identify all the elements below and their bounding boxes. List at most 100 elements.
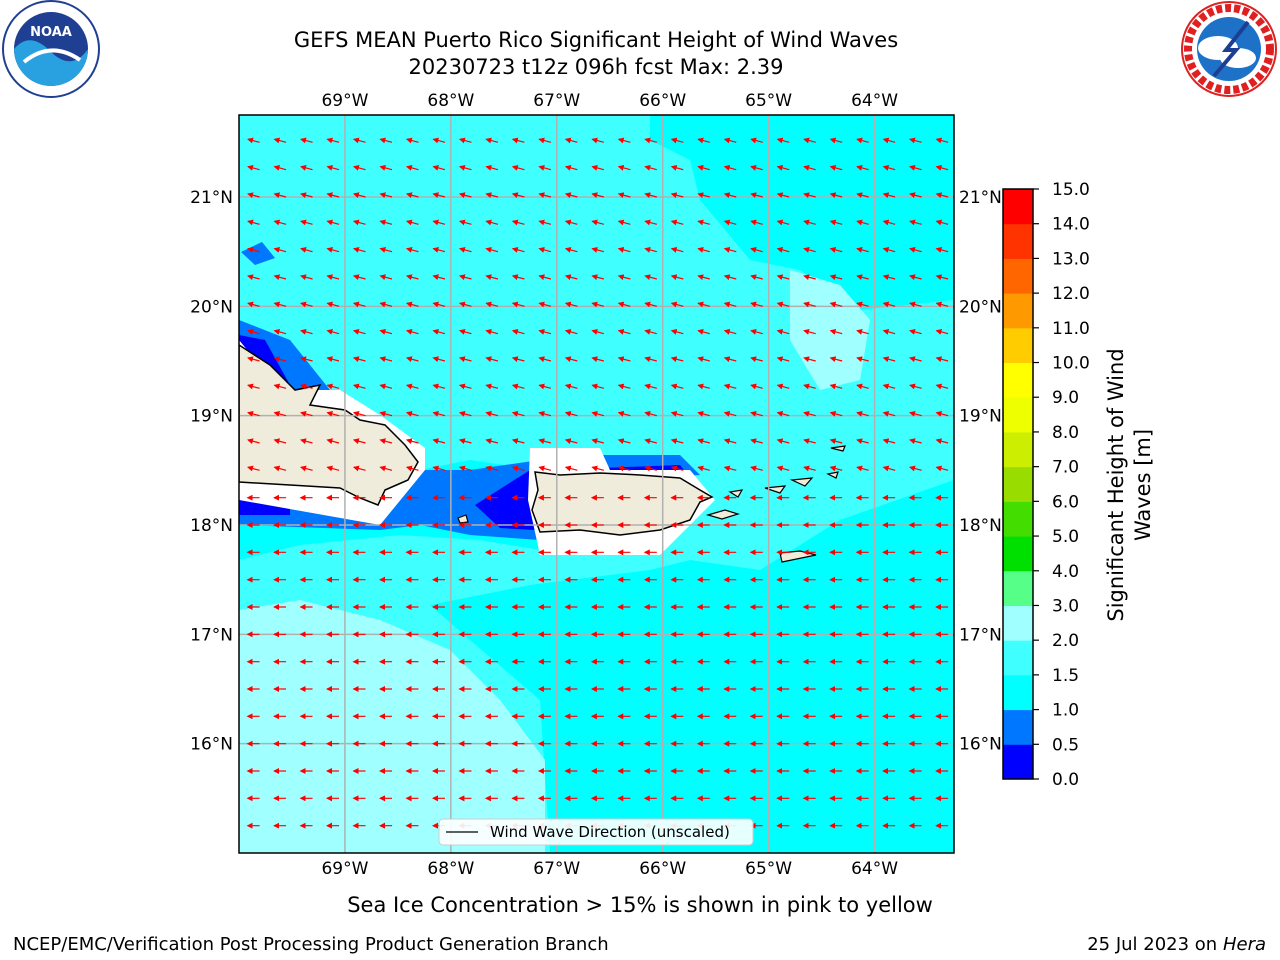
wave-direction-arrow: [723, 219, 737, 226]
wave-direction-arrow: [591, 219, 605, 226]
wave-direction-arrow: [644, 438, 657, 445]
wave-direction-arrow: [326, 438, 340, 445]
wave-direction-arrow: [326, 383, 340, 390]
wave-direction-arrow: [882, 410, 896, 417]
wave-direction-arrow: [750, 438, 763, 445]
wind-wave-arrows: [246, 137, 949, 829]
wave-direction-arrow: [856, 383, 869, 390]
wave-direction-arrow: [247, 383, 260, 390]
wave-direction-arrow: [750, 246, 763, 253]
wave-direction-arrow: [829, 438, 843, 445]
wave-direction-arrow: [405, 410, 419, 417]
wave-direction-arrow: [644, 219, 657, 226]
wave-direction-arrow: [909, 438, 922, 445]
wave-direction-arrow: [511, 410, 525, 417]
wave-direction-arrow: [405, 164, 419, 171]
wave-direction-arrow: [352, 192, 366, 199]
wave-direction-arrow: [697, 246, 710, 253]
wave-direction-arrow: [538, 164, 552, 171]
lat-tick-left: 16°N: [190, 735, 233, 755]
wave-direction-arrow: [405, 301, 419, 308]
wave-direction-arrow: [485, 192, 499, 199]
wave-direction-arrow: [697, 438, 710, 445]
wave-direction-arrow: [300, 301, 313, 308]
wave-direction-arrow: [300, 383, 313, 390]
land-puerto-rico: [531, 471, 714, 536]
wave-direction-arrow: [352, 219, 366, 226]
wave-direction-arrow: [538, 301, 552, 308]
wave-direction-arrow: [352, 383, 366, 390]
wave-direction-arrow: [882, 192, 896, 199]
wave-direction-arrow: [432, 192, 446, 199]
wave-direction-arrow: [511, 465, 525, 472]
wave-direction-arrow: [300, 274, 313, 281]
wave-direction-arrow: [829, 383, 843, 390]
wave-direction-arrow: [379, 137, 393, 144]
wave-direction-arrow: [697, 219, 710, 226]
wave-direction-arrow: [511, 356, 525, 363]
wave-direction-arrow: [750, 164, 763, 171]
wave-direction-arrow: [326, 246, 340, 253]
wave-direction-arrow: [617, 465, 631, 472]
wave-direction-arrow: [405, 192, 419, 199]
wave-direction-arrow: [247, 137, 260, 144]
wave-direction-arrow: [591, 383, 605, 390]
wave-direction-arrow: [564, 137, 578, 144]
colorbar-tick-label: 0.5: [1052, 735, 1079, 755]
colorbar-cell: [1003, 744, 1033, 780]
wave-direction-arrow: [723, 246, 737, 253]
lat-tick-left: 19°N: [190, 407, 233, 427]
wave-direction-arrow: [882, 328, 896, 335]
wave-direction-arrow: [803, 192, 816, 199]
wave-direction-arrow: [538, 465, 552, 472]
colorbar-cell: [1003, 605, 1033, 641]
wave-direction-arrow: [247, 164, 260, 171]
wave-direction-arrow: [750, 328, 763, 335]
wave-direction-arrow: [405, 465, 419, 472]
wave-direction-arrow: [909, 356, 922, 363]
wave-direction-arrow: [485, 219, 499, 226]
wave-direction-arrow: [829, 219, 843, 226]
wave-direction-arrow: [273, 274, 287, 281]
wave-direction-arrow: [750, 410, 763, 417]
wave-direction-arrow: [485, 410, 499, 417]
wave-direction-arrow: [405, 274, 419, 281]
wave-direction-arrow: [617, 164, 631, 171]
wave-direction-arrow: [352, 274, 366, 281]
wave-direction-arrow: [697, 465, 710, 472]
lon-tick-top: 64°W: [851, 91, 898, 111]
wave-direction-arrow: [644, 274, 657, 281]
wave-direction-arrow: [909, 301, 922, 308]
wave-direction-arrow: [670, 301, 684, 308]
wave-direction-arrow: [776, 465, 790, 472]
wave-direction-arrow: [935, 246, 949, 253]
wave-direction-arrow: [670, 383, 684, 390]
wave-direction-arrow: [750, 465, 763, 472]
wave-direction-arrow: [909, 383, 922, 390]
wave-direction-arrow: [379, 438, 393, 445]
wave-direction-arrow: [458, 246, 472, 253]
wave-direction-arrow: [591, 356, 605, 363]
wave-direction-arrow: [776, 246, 790, 253]
land-vieques: [705, 509, 741, 520]
colorbar-cell: [1003, 189, 1033, 225]
wave-direction-arrow: [882, 164, 896, 171]
wave-direction-arrow: [300, 164, 313, 171]
wave-direction-arrow: [935, 356, 949, 363]
wave-direction-arrow: [723, 137, 737, 144]
lon-tick-top: 68°W: [427, 91, 474, 111]
wave-direction-arrow: [803, 410, 816, 417]
wave-direction-arrow: [776, 192, 790, 199]
colorbar-cell: [1003, 258, 1033, 294]
wave-direction-arrow: [485, 383, 499, 390]
wave-direction-arrow: [326, 219, 340, 226]
wave-direction-arrow: [300, 356, 313, 363]
wave-direction-arrow: [935, 219, 949, 226]
wave-direction-arrow: [617, 192, 631, 199]
lat-tick-right: 21°N: [959, 188, 1002, 208]
wave-direction-arrow: [882, 465, 896, 472]
wave-direction-arrow: [326, 164, 340, 171]
wave-direction-arrow: [485, 274, 499, 281]
colorbar-cell: [1003, 674, 1033, 711]
